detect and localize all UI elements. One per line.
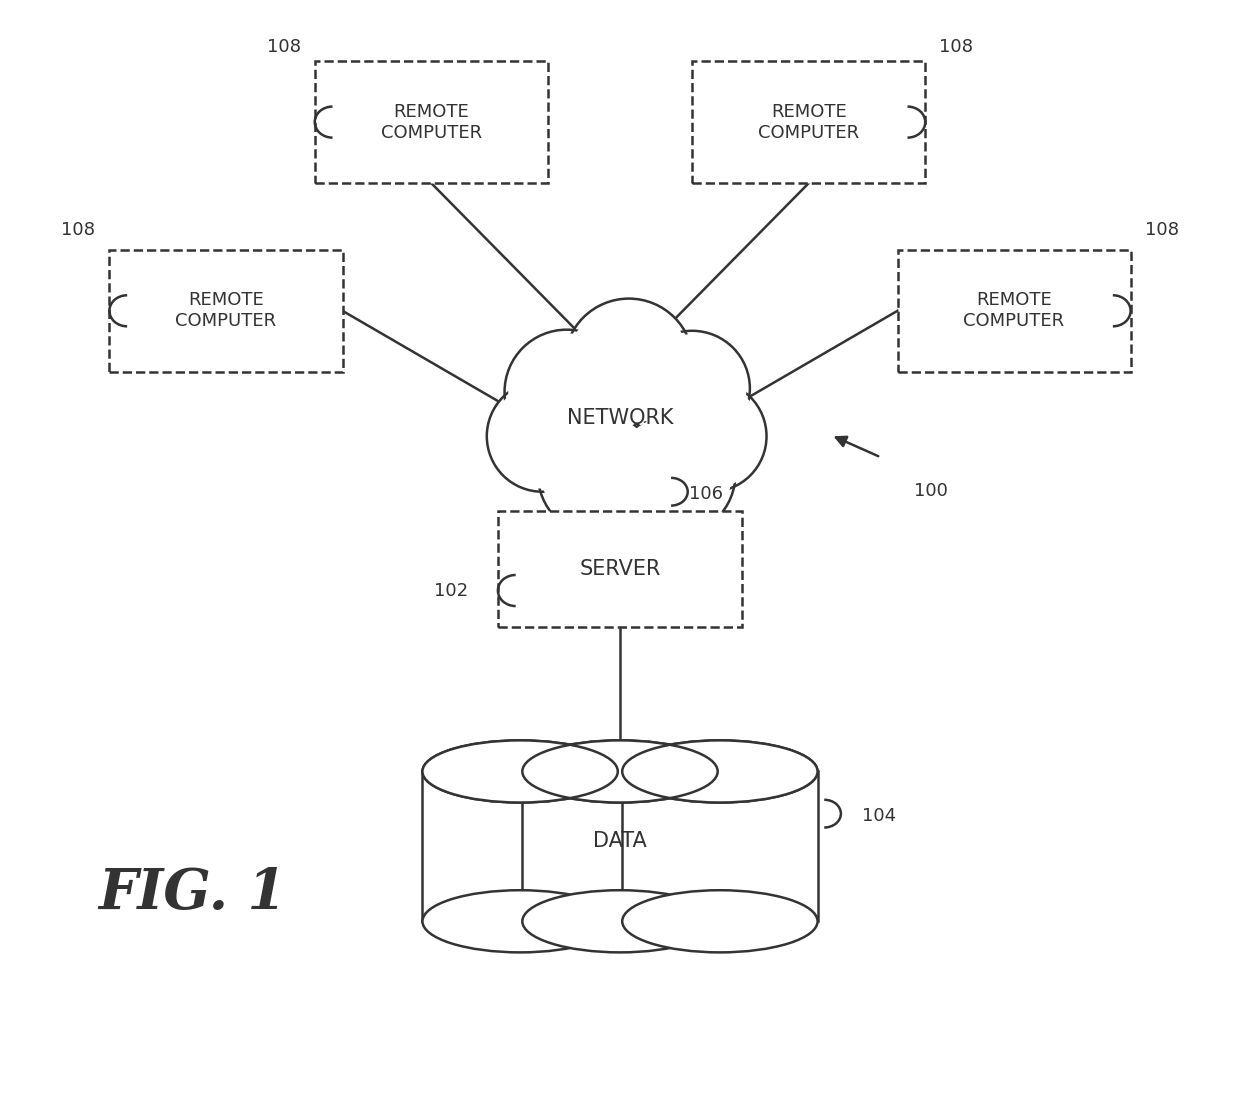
Text: DATA: DATA [593, 830, 647, 851]
Circle shape [487, 381, 598, 492]
Text: 102: 102 [434, 582, 467, 599]
Text: REMOTE
COMPUTER: REMOTE COMPUTER [963, 292, 1065, 330]
Bar [622, 771, 817, 921]
Ellipse shape [622, 890, 817, 952]
Text: NETWORK: NETWORK [567, 408, 673, 428]
Ellipse shape [522, 740, 718, 803]
Bar [692, 61, 925, 183]
Circle shape [491, 385, 594, 488]
Text: FIG. 1: FIG. 1 [99, 866, 286, 921]
Text: REMOTE
COMPUTER: REMOTE COMPUTER [381, 103, 482, 141]
Bar [522, 771, 718, 921]
Circle shape [569, 303, 688, 423]
Bar [315, 61, 548, 183]
Text: 106: 106 [689, 485, 723, 503]
Circle shape [639, 335, 745, 442]
Text: 104: 104 [862, 807, 897, 825]
Ellipse shape [622, 740, 817, 803]
Ellipse shape [522, 890, 718, 952]
Ellipse shape [622, 741, 817, 801]
Circle shape [505, 330, 629, 454]
Circle shape [660, 385, 763, 488]
Ellipse shape [423, 741, 618, 801]
Circle shape [635, 331, 750, 446]
Circle shape [656, 381, 766, 492]
Circle shape [611, 412, 735, 536]
Text: 108: 108 [61, 221, 95, 239]
Text: 108: 108 [940, 38, 973, 56]
Bar [109, 250, 342, 372]
Text: REMOTE
COMPUTER: REMOTE COMPUTER [175, 292, 277, 330]
Text: 108: 108 [1145, 221, 1179, 239]
Text: 108: 108 [267, 38, 300, 56]
Bar [498, 511, 742, 627]
Circle shape [542, 416, 658, 532]
Bar [423, 771, 618, 921]
Circle shape [564, 299, 693, 427]
Bar [898, 250, 1131, 372]
Ellipse shape [522, 741, 718, 801]
Circle shape [508, 334, 625, 450]
Text: REMOTE
COMPUTER: REMOTE COMPUTER [758, 103, 859, 141]
Circle shape [538, 412, 662, 536]
Text: SERVER: SERVER [579, 558, 661, 579]
Circle shape [615, 416, 732, 532]
Text: 100: 100 [914, 482, 949, 500]
Ellipse shape [423, 890, 618, 952]
Ellipse shape [423, 740, 618, 803]
